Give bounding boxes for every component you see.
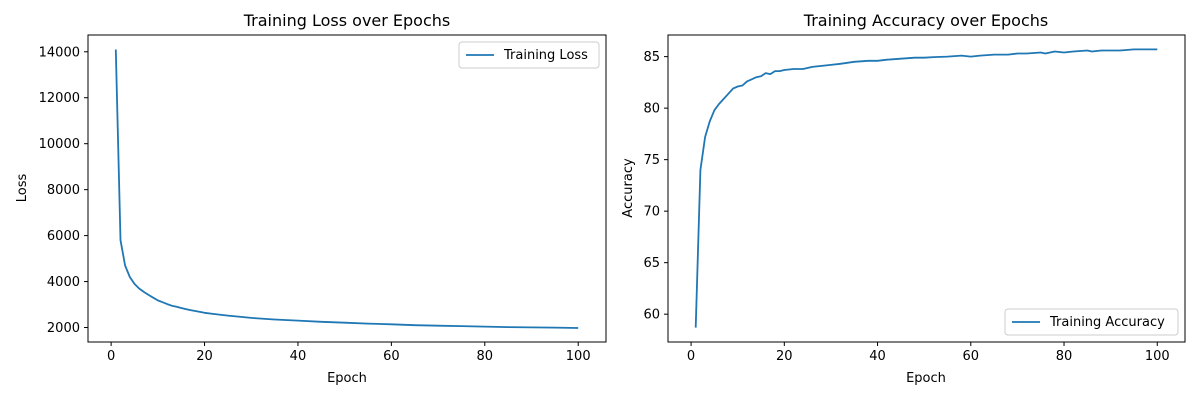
loss-x-tick-label: 60 [383, 349, 400, 364]
loss-y-tick-label: 12000 [39, 91, 80, 106]
accuracy-series-layer [694, 48, 1158, 328]
accuracy-series-line [694, 48, 1158, 328]
loss-series-layer [114, 49, 579, 329]
accuracy-x-tick-label: 80 [1056, 349, 1073, 364]
accuracy-y-tick-label: 75 [643, 153, 660, 168]
accuracy-x-tick-label: 100 [1145, 349, 1170, 364]
accuracy-legend-label: Training Accuracy [1049, 315, 1165, 330]
loss-x-tick-label: 100 [566, 349, 591, 364]
accuracy-y-tick-label: 80 [643, 102, 660, 117]
loss-y-tick-label: 2000 [47, 321, 80, 336]
loss-y-axis-label: Loss [15, 174, 30, 203]
loss-legend-box [458, 41, 600, 69]
loss-x-tick-label: 40 [290, 349, 307, 364]
loss-legend-label: Training Loss [503, 48, 588, 63]
accuracy-x-tick-label: 20 [776, 349, 793, 364]
accuracy-legend-box [1004, 308, 1179, 336]
accuracy-chart-title: Training Accuracy over Epochs [803, 11, 1048, 30]
loss-x-tick-label: 20 [196, 349, 213, 364]
accuracy-y-tick-label: 65 [643, 256, 660, 271]
accuracy-y-axis-label: Accuracy [621, 158, 636, 218]
loss-chart: Training Loss over Epochs 0 20 40 60 80 100 20… [15, 11, 607, 386]
loss-y-tick-label: 10000 [39, 137, 80, 152]
accuracy-y-tick-label: 60 [643, 308, 660, 323]
loss-plot-frame [87, 34, 607, 343]
accuracy-ticks-layer: 0 20 40 60 80 100 60 65 70 75 80 85 [643, 50, 1169, 364]
loss-series-line [114, 49, 579, 329]
loss-x-axis-label: Epoch [327, 371, 367, 386]
loss-x-tick-label: 0 [107, 349, 115, 364]
loss-y-tick-label: 8000 [47, 183, 80, 198]
accuracy-chart: Training Accuracy over Epochs 0 20 40 60 80 1… [621, 11, 1186, 386]
loss-legend: Training Loss [458, 41, 600, 69]
loss-ticks-layer: 0 20 40 60 80 100 2000 4000 6000 8000 10000 12000 14… [39, 45, 591, 364]
loss-y-tick-label: 4000 [47, 275, 80, 290]
accuracy-x-tick-label: 40 [869, 349, 886, 364]
accuracy-y-tick-label: 85 [643, 50, 660, 65]
accuracy-y-tick-label: 70 [643, 205, 660, 220]
accuracy-x-tick-label: 0 [687, 349, 695, 364]
loss-chart-title: Training Loss over Epochs [243, 11, 451, 30]
accuracy-x-tick-label: 60 [963, 349, 980, 364]
accuracy-plot-frame [667, 34, 1186, 343]
accuracy-x-axis-label: Epoch [906, 371, 946, 386]
loss-y-tick-label: 6000 [47, 229, 80, 244]
loss-x-tick-label: 80 [477, 349, 494, 364]
loss-y-tick-label: 14000 [39, 45, 80, 60]
accuracy-legend: Training Accuracy [1004, 308, 1179, 336]
